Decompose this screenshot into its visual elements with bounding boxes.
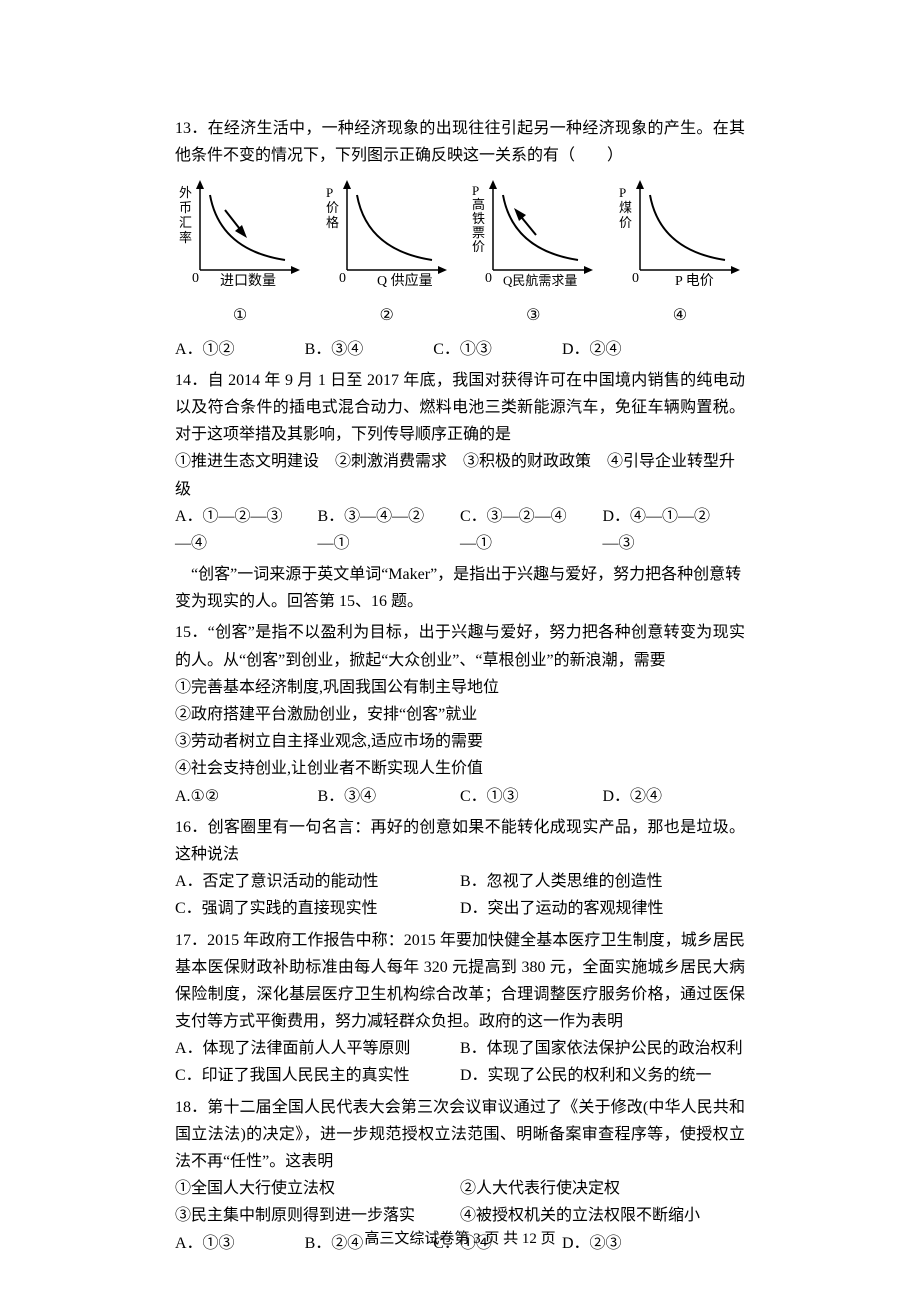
svg-text:0: 0 <box>339 271 346 286</box>
q15-item-3: ③劳动者树立自主择业观念,适应市场的需要 <box>175 728 745 755</box>
svg-text:0: 0 <box>192 271 199 286</box>
q16-opt-a: A．否定了意识活动的能动性 <box>175 868 460 895</box>
chart-3: P 高 铁 票 价 0 Q民航需求量 ③ <box>468 175 598 329</box>
question-13: 13．在经济生活中，一种经济现象的出现往往引起另一种经济现象的产生。在其他条件不… <box>175 115 745 363</box>
q17-row2: C．印证了我国人民民主的真实性 D．实现了公民的权利和义务的统一 <box>175 1062 745 1089</box>
chart-2-num: ② <box>322 302 452 329</box>
svg-text:铁: 铁 <box>472 211 485 226</box>
svg-text:P: P <box>472 183 479 198</box>
svg-text:P: P <box>619 185 626 200</box>
q15-item-1: ①完善基本经济制度,巩固我国公有制主导地位 <box>175 674 745 701</box>
q13-opt-d: D．②④ <box>562 336 622 363</box>
q14-options: A．①—②—③—④ B．③—④—②—① C．③—②—④—① D．④—①—②—③ <box>175 503 745 557</box>
q15-opt-a: A.①② <box>175 783 318 810</box>
page-footer: 高三文综试卷第 3 页 共 12 页 <box>0 1227 920 1253</box>
chart-3-num: ③ <box>468 302 598 329</box>
svg-text:价: 价 <box>619 215 632 230</box>
q14-text: 14．自 2014 年 9 月 1 日至 2017 年底，我国对获得许可在中国境… <box>175 367 745 449</box>
q14-opt-b: B．③—④—②—① <box>318 503 431 557</box>
intro-text: “创客”一词来源于英文单词“Maker”，是指出于兴趣与爱好，努力把各种创意转变… <box>175 561 745 615</box>
question-15: 15．“创客”是指不以盈利为目标，出于兴趣与爱好，努力把各种创意转变为现实的人。… <box>175 619 745 809</box>
svg-text:外: 外 <box>179 185 192 200</box>
chart-2: P 价 格 0 Q 供应量 ② <box>322 175 452 329</box>
svg-text:Q民航需求量: Q民航需求量 <box>503 273 577 288</box>
q15-opt-b: B．③④ <box>318 783 461 810</box>
q18-row1: ①全国人大行使立法权 ②人大代表行使决定权 <box>175 1175 745 1202</box>
question-17: 17．2015 年政府工作报告中称：2015 年要加快健全基本医疗卫生制度，城乡… <box>175 927 745 1090</box>
svg-text:汇: 汇 <box>179 215 192 230</box>
q18-text: 18．第十二届全国人民代表大会第三次会议审议通过了《关于修改(中华人民共和国立法… <box>175 1094 745 1176</box>
chart-1-svg: 外 币 汇 率 0 进口数量 <box>175 175 305 300</box>
q14-opt-a: A．①—②—③—④ <box>175 503 288 557</box>
chart-4-num: ④ <box>615 302 745 329</box>
q18-item-1: ①全国人大行使立法权 <box>175 1175 460 1202</box>
svg-text:P 电价: P 电价 <box>675 273 714 289</box>
q18-item-2: ②人大代表行使决定权 <box>460 1175 745 1202</box>
q17-text: 17．2015 年政府工作报告中称：2015 年要加快健全基本医疗卫生制度，城乡… <box>175 927 745 1036</box>
chart-3-svg: P 高 铁 票 价 0 Q民航需求量 <box>468 175 598 300</box>
q17-opt-a: A．体现了法律面前人人平等原则 <box>175 1035 460 1062</box>
q14-opt-d: D．④—①—②—③ <box>603 503 716 557</box>
svg-text:进口数量: 进口数量 <box>220 273 276 289</box>
chart-2-svg: P 价 格 0 Q 供应量 <box>322 175 452 300</box>
q14-opt-c: C．③—②—④—① <box>460 503 573 557</box>
q16-opt-b: B．忽视了人类思维的创造性 <box>460 868 745 895</box>
svg-text:币: 币 <box>179 200 192 215</box>
q13-options: A．①② B．③④ C．①③ D．②④ <box>175 336 745 363</box>
q16-row2: C．强调了实践的直接现实性 D．突出了运动的客观规律性 <box>175 895 745 922</box>
svg-text:0: 0 <box>485 271 492 286</box>
q18-item-4: ④被授权机关的立法权限不断缩小 <box>460 1202 745 1229</box>
q16-row1: A．否定了意识活动的能动性 B．忽视了人类思维的创造性 <box>175 868 745 895</box>
svg-text:P: P <box>326 185 333 200</box>
question-14: 14．自 2014 年 9 月 1 日至 2017 年底，我国对获得许可在中国境… <box>175 367 745 557</box>
q15-opt-d: D．②④ <box>603 783 746 810</box>
q17-row1: A．体现了法律面前人人平等原则 B．体现了国家依法保护公民的政治权利 <box>175 1035 745 1062</box>
q15-item-4: ④社会支持创业,让创业者不断实现人生价值 <box>175 755 745 782</box>
q13-charts: 外 币 汇 率 0 进口数量 ① P 价 格 0 Q 供应量 ② <box>175 175 745 329</box>
q17-opt-b: B．体现了国家依法保护公民的政治权利 <box>460 1035 745 1062</box>
chart-1: 外 币 汇 率 0 进口数量 ① <box>175 175 305 329</box>
q15-opt-c: C．①③ <box>460 783 603 810</box>
q13-opt-b: B．③④ <box>305 336 364 363</box>
chart-1-num: ① <box>175 302 305 329</box>
q13-opt-a: A．①② <box>175 336 235 363</box>
q13-opt-c: C．①③ <box>433 336 492 363</box>
svg-text:格: 格 <box>326 215 339 230</box>
chart-4-svg: P 煤 价 0 P 电价 <box>615 175 745 300</box>
q15-text: 15．“创客”是指不以盈利为目标，出于兴趣与爱好，努力把各种创意转变为现实的人。… <box>175 619 745 673</box>
q18-item-3: ③民主集中制原则得到进一步落实 <box>175 1202 460 1229</box>
question-16: 16．创客圈里有一句名言：再好的创意如果不能转化成现实产品，那也是垃圾。这种说法… <box>175 814 745 923</box>
svg-text:价: 价 <box>326 200 339 215</box>
q18-row2: ③民主集中制原则得到进一步落实 ④被授权机关的立法权限不断缩小 <box>175 1202 745 1229</box>
q16-opt-d: D．突出了运动的客观规律性 <box>460 895 745 922</box>
svg-text:0: 0 <box>632 271 639 286</box>
q14-sub: ①推进生态文明建设 ②刺激消费需求 ③积极的财政政策 ④引导企业转型升级 <box>175 448 745 502</box>
svg-text:价: 价 <box>472 239 485 254</box>
svg-text:煤: 煤 <box>619 200 632 215</box>
svg-text:率: 率 <box>179 230 192 245</box>
svg-text:票: 票 <box>472 225 485 240</box>
q15-item-2: ②政府搭建平台激励创业，安排“创客”就业 <box>175 701 745 728</box>
q16-text: 16．创客圈里有一句名言：再好的创意如果不能转化成现实产品，那也是垃圾。这种说法 <box>175 814 745 868</box>
chart-4: P 煤 价 0 P 电价 ④ <box>615 175 745 329</box>
q15-options: A.①② B．③④ C．①③ D．②④ <box>175 783 745 810</box>
q13-text: 13．在经济生活中，一种经济现象的出现往往引起另一种经济现象的产生。在其他条件不… <box>175 115 745 169</box>
svg-text:Q 供应量: Q 供应量 <box>377 272 433 289</box>
q17-opt-d: D．实现了公民的权利和义务的统一 <box>460 1062 745 1089</box>
svg-text:高: 高 <box>472 197 485 212</box>
q16-opt-c: C．强调了实践的直接现实性 <box>175 895 460 922</box>
q17-opt-c: C．印证了我国人民民主的真实性 <box>175 1062 460 1089</box>
